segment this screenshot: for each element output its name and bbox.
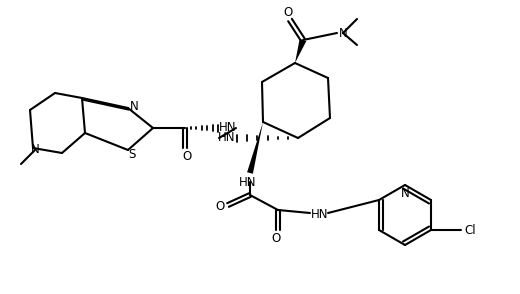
Text: S: S — [128, 148, 136, 161]
Text: N: N — [129, 99, 138, 113]
Text: O: O — [271, 233, 281, 245]
Text: N: N — [400, 186, 409, 200]
Text: HN: HN — [311, 208, 329, 220]
Text: HN: HN — [219, 121, 237, 133]
Text: O: O — [283, 6, 293, 19]
Text: O: O — [183, 150, 192, 163]
Text: N: N — [339, 26, 347, 39]
Text: HN: HN — [218, 131, 236, 143]
Text: N: N — [31, 143, 40, 156]
Text: Cl: Cl — [464, 223, 476, 236]
Polygon shape — [247, 122, 263, 174]
Text: O: O — [215, 201, 225, 213]
Text: HN: HN — [239, 176, 257, 188]
Polygon shape — [295, 39, 306, 63]
